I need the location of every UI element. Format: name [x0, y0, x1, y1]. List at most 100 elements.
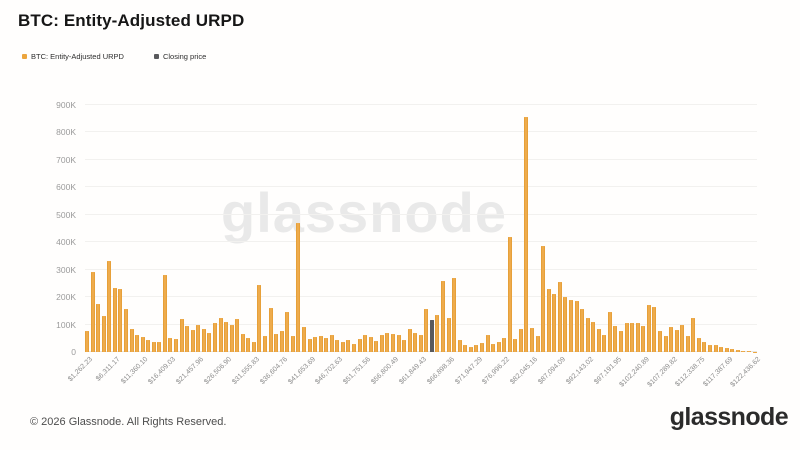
- urpd-bar[interactable]: [413, 332, 418, 352]
- urpd-bar[interactable]: [335, 339, 340, 352]
- urpd-bar[interactable]: [212, 323, 217, 352]
- urpd-bar[interactable]: [468, 347, 473, 352]
- urpd-bar[interactable]: [735, 350, 740, 352]
- urpd-bar[interactable]: [218, 317, 223, 352]
- urpd-bar[interactable]: [357, 339, 362, 352]
- urpd-bar[interactable]: [730, 349, 735, 352]
- urpd-bar[interactable]: [657, 331, 662, 352]
- urpd-bar[interactable]: [85, 331, 89, 352]
- urpd-bar[interactable]: [318, 335, 323, 352]
- urpd-bar[interactable]: [324, 338, 329, 352]
- urpd-bar[interactable]: [724, 348, 729, 352]
- urpd-bar[interactable]: [402, 340, 407, 352]
- urpd-bar[interactable]: [257, 284, 262, 352]
- urpd-bar[interactable]: [129, 328, 134, 352]
- urpd-bar[interactable]: [446, 317, 451, 352]
- urpd-bar[interactable]: [602, 335, 607, 352]
- urpd-bar[interactable]: [268, 308, 273, 352]
- urpd-bar[interactable]: [352, 343, 356, 352]
- urpd-bar[interactable]: [407, 329, 412, 352]
- urpd-bar[interactable]: [619, 331, 623, 352]
- urpd-bar[interactable]: [368, 336, 373, 352]
- urpd-bar[interactable]: [340, 341, 345, 352]
- urpd-bar[interactable]: [535, 335, 540, 352]
- urpd-bar[interactable]: [502, 337, 507, 352]
- urpd-bar[interactable]: [530, 328, 534, 352]
- urpd-bar[interactable]: [146, 339, 151, 352]
- urpd-bar[interactable]: [140, 336, 145, 352]
- urpd-bar[interactable]: [263, 335, 267, 352]
- urpd-bar[interactable]: [613, 325, 618, 352]
- legend-item-urpd[interactable]: BTC: Entity-Adjusted URPD: [22, 52, 124, 61]
- urpd-bar[interactable]: [591, 321, 596, 352]
- urpd-bar[interactable]: [313, 336, 318, 352]
- urpd-bar[interactable]: [546, 288, 551, 352]
- urpd-bar[interactable]: [719, 347, 724, 352]
- urpd-bar[interactable]: [346, 339, 351, 352]
- urpd-bar[interactable]: [669, 327, 674, 352]
- urpd-bar[interactable]: [240, 334, 245, 352]
- urpd-bar[interactable]: [441, 281, 445, 352]
- urpd-bar[interactable]: [418, 335, 423, 352]
- urpd-bar[interactable]: [235, 319, 240, 352]
- urpd-bar[interactable]: [685, 335, 690, 352]
- urpd-bar[interactable]: [646, 305, 651, 352]
- urpd-bar[interactable]: [652, 306, 657, 352]
- urpd-bar[interactable]: [424, 309, 429, 352]
- urpd-bar[interactable]: [435, 314, 440, 352]
- urpd-bar[interactable]: [185, 325, 190, 352]
- urpd-bar[interactable]: [713, 345, 718, 352]
- urpd-bar[interactable]: [396, 335, 401, 352]
- urpd-bar[interactable]: [496, 341, 501, 352]
- urpd-bar[interactable]: [691, 317, 696, 352]
- urpd-bar[interactable]: [641, 325, 646, 352]
- urpd-bar[interactable]: [151, 341, 156, 352]
- urpd-bar[interactable]: [580, 309, 585, 352]
- urpd-bar[interactable]: [624, 323, 629, 352]
- urpd-bar[interactable]: [741, 350, 746, 352]
- urpd-bar[interactable]: [541, 246, 546, 352]
- urpd-bar[interactable]: [229, 324, 234, 352]
- urpd-bar[interactable]: [702, 342, 707, 352]
- urpd-bar[interactable]: [224, 321, 229, 352]
- urpd-bar[interactable]: [585, 317, 590, 352]
- closing-price-bar[interactable]: [429, 320, 434, 352]
- urpd-bar[interactable]: [251, 342, 256, 352]
- urpd-bar[interactable]: [296, 223, 301, 352]
- urpd-bar[interactable]: [168, 337, 173, 352]
- urpd-bar[interactable]: [179, 319, 184, 352]
- urpd-bar[interactable]: [452, 277, 457, 352]
- urpd-bar[interactable]: [162, 275, 167, 352]
- urpd-bar[interactable]: [635, 323, 640, 352]
- urpd-bar[interactable]: [90, 272, 95, 352]
- urpd-bar[interactable]: [518, 329, 523, 352]
- urpd-bar[interactable]: [207, 332, 212, 352]
- urpd-bar[interactable]: [301, 327, 306, 352]
- urpd-bar[interactable]: [463, 344, 468, 352]
- urpd-bar[interactable]: [507, 236, 512, 352]
- urpd-bar[interactable]: [329, 335, 334, 352]
- urpd-bar[interactable]: [101, 316, 106, 352]
- urpd-bar[interactable]: [118, 288, 123, 352]
- urpd-bar[interactable]: [196, 324, 201, 352]
- urpd-bar[interactable]: [279, 331, 284, 352]
- urpd-bar[interactable]: [552, 294, 557, 352]
- urpd-bar[interactable]: [485, 335, 490, 352]
- urpd-bar[interactable]: [479, 342, 484, 352]
- urpd-bar[interactable]: [390, 333, 395, 352]
- legend-item-closing-price[interactable]: Closing price: [153, 52, 206, 61]
- urpd-bar[interactable]: [274, 334, 279, 352]
- urpd-bar[interactable]: [307, 339, 312, 352]
- urpd-bar[interactable]: [457, 339, 462, 352]
- urpd-bar[interactable]: [596, 328, 601, 352]
- urpd-bar[interactable]: [285, 312, 290, 352]
- urpd-bar[interactable]: [557, 282, 562, 352]
- urpd-bar[interactable]: [708, 345, 712, 352]
- urpd-bar[interactable]: [135, 335, 140, 352]
- urpd-bar[interactable]: [190, 330, 195, 352]
- urpd-bar[interactable]: [663, 335, 668, 352]
- urpd-bar[interactable]: [174, 339, 178, 352]
- urpd-bar[interactable]: [474, 344, 479, 352]
- urpd-bar[interactable]: [107, 261, 112, 352]
- urpd-bar[interactable]: [374, 341, 379, 352]
